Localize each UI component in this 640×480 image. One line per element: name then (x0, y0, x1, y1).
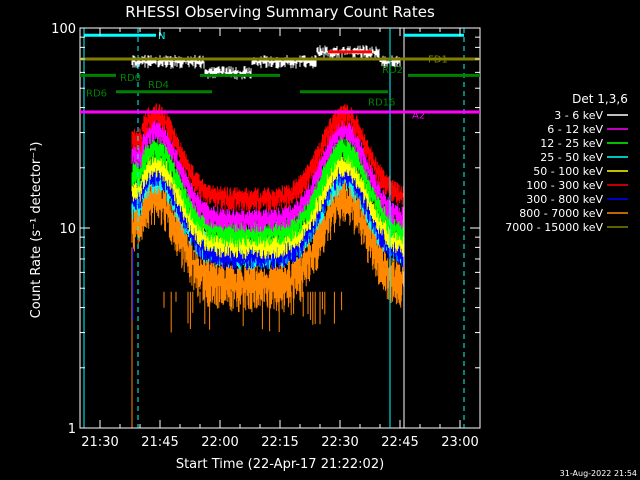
y-tick-label-0: 1 (68, 422, 76, 437)
legend-item-2: 12 - 25 keV (540, 137, 628, 150)
flag-label-n: N (158, 31, 165, 42)
x-tick-label-3: 22:15 (261, 435, 298, 450)
legend-label: 12 - 25 keV (540, 137, 603, 150)
x-tick-label-0: 21:30 (81, 435, 118, 450)
flag-label-a2: A2 (412, 110, 425, 121)
flag-label-rd0: RD0 (120, 73, 141, 84)
legend-label: 300 - 800 keV (526, 193, 603, 206)
flag-label-rd16: RD16 (368, 97, 395, 108)
y-axis-label: Count Rate (s⁻¹ detector⁻¹) (29, 142, 44, 319)
flag-label-rd6: RD6 (86, 89, 107, 100)
legend-item-0: 3 - 6 keV (554, 109, 628, 122)
y-tick-label-2: 100 (51, 22, 76, 37)
flag-label-rd2: RD2 (382, 65, 403, 76)
series-100_300keV-line (131, 103, 405, 212)
legend-item-8: 7000 - 15000 keV (505, 221, 628, 234)
x-axis-label: Start Time (22-Apr-17 21:22:02) (176, 457, 384, 472)
legend-item-4: 50 - 100 keV (533, 165, 628, 178)
legend-label: 7000 - 15000 keV (505, 221, 603, 234)
series-6_12keV-line (131, 118, 405, 233)
legend-label: 3 - 6 keV (554, 109, 603, 122)
x-tick-label-1: 21:45 (141, 435, 178, 450)
legend-item-7: 800 - 7000 keV (519, 207, 628, 220)
flag-bars: N FD1 RD0 RD4 RD6 RD2 RD16 A2 (80, 28, 480, 428)
x-tick-label-2: 22:00 (201, 435, 238, 450)
legend-title: Det 1,3,6 (572, 92, 628, 106)
footer-timestamp: 31-Aug-2022 21:54 (560, 469, 637, 478)
legend-label: 100 - 300 keV (526, 179, 603, 192)
legend-item-3: 25 - 50 keV (540, 151, 628, 164)
flag-label-rd4: RD4 (148, 80, 169, 91)
y-tick-label-1: 10 (59, 222, 76, 237)
legend-item-6: 300 - 800 keV (526, 193, 628, 206)
axis-ticks: 21:30 21:45 22:00 22:15 22:30 22:45 23:00 1 10 10… (51, 22, 481, 450)
x-tick-label-4: 22:30 (321, 435, 358, 450)
legend-label: 800 - 7000 keV (519, 207, 603, 220)
x-tick-label-6: 23:00 (441, 435, 478, 450)
low-spike-marks (163, 291, 343, 333)
chart-title: RHESSI Observing Summary Count Rates (125, 3, 435, 21)
legend-label: 6 - 12 keV (547, 123, 603, 136)
legend-label: 25 - 50 keV (540, 151, 603, 164)
legend-label: 50 - 100 keV (533, 165, 603, 178)
x-tick-label-5: 22:45 (381, 435, 418, 450)
flag-label-fd1: FD1 (428, 54, 448, 65)
series-800_7000keV-line (131, 178, 405, 313)
plot-area (131, 45, 405, 428)
legend-item-1: 6 - 12 keV (547, 123, 628, 136)
legend-item-5: 100 - 300 keV (526, 179, 628, 192)
